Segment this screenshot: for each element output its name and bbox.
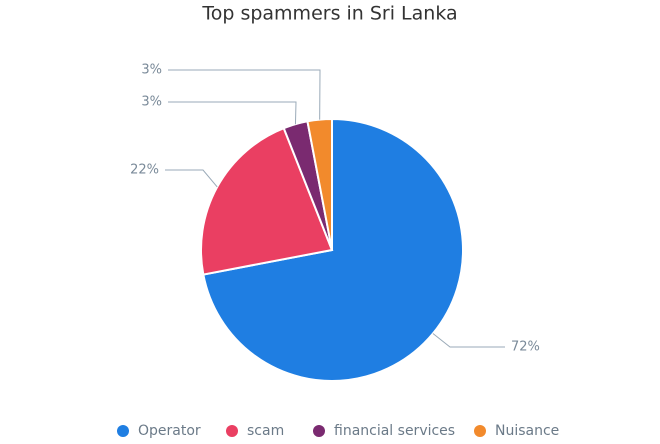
data-label: 3% [141, 63, 162, 78]
legend-marker [474, 425, 486, 437]
chart-title: Top spammers in Sri Lanka [201, 3, 457, 25]
leader-line [165, 169, 218, 188]
data-label: 22% [130, 163, 159, 178]
data-label: 72% [511, 340, 540, 355]
leader-line [168, 69, 321, 120]
pie-slice [202, 117, 464, 382]
leader-line [168, 101, 297, 125]
legend-marker [117, 425, 129, 437]
leader-line [432, 333, 505, 348]
data-label: 3% [141, 95, 162, 110]
legend-label: Nuisance [495, 423, 559, 439]
legend-label: financial services [334, 423, 455, 439]
legend-label: Operator [138, 423, 201, 439]
pie-slice [200, 126, 334, 276]
legend-marker [226, 425, 238, 437]
legend-label: scam [247, 423, 284, 439]
legend-marker [313, 425, 325, 437]
